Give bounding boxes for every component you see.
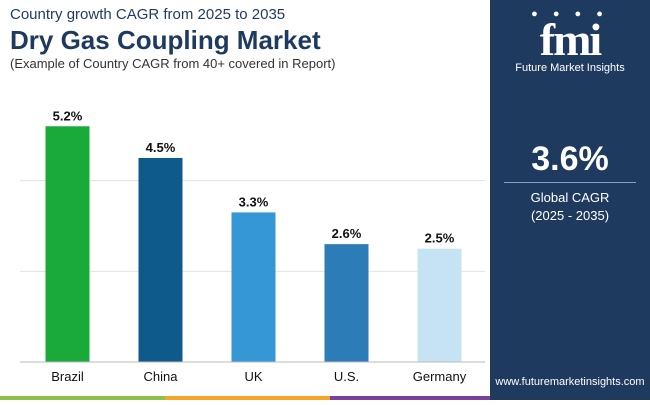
logo-text: fmi: [539, 14, 602, 65]
data-label: 4.5%: [146, 140, 176, 155]
data-label: 5.2%: [53, 108, 83, 123]
data-label: 3.3%: [239, 194, 269, 209]
global-cagr-period: (2025 - 2035): [530, 208, 610, 223]
right-panel: ● ● ● ● fmi Future Market Insights 3.6% …: [490, 0, 650, 400]
x-tick-label: U.S.: [334, 369, 359, 384]
footer-bar-purple: [330, 396, 490, 400]
website-link[interactable]: www.futuremarketinsights.com: [495, 376, 645, 388]
footer-bar-orange: [165, 396, 330, 400]
logo-icons: ● ● ● ●: [531, 8, 609, 20]
bar-uk: [231, 212, 276, 362]
global-cagr-label: Global CAGR: [530, 190, 610, 205]
data-label: 2.5%: [425, 231, 455, 246]
global-cagr-value: 3.6%: [531, 140, 609, 178]
bar-germany: [417, 248, 462, 362]
chart-subtitle: Country growth CAGR from 2025 to 2035: [10, 6, 286, 23]
logo-brand-name: Future Market Insights: [515, 62, 625, 74]
bar-us: [324, 244, 369, 362]
bar-china: [138, 158, 183, 362]
chart-svg: 5.2% Brazil 4.5% China 3.3% UK 2.6% U.S. 2.5% Ger…: [20, 108, 485, 384]
bar-brazil: [45, 126, 90, 362]
data-label: 2.6%: [332, 226, 362, 241]
x-tick-label: Brazil: [51, 369, 84, 384]
chart-note: (Example of Country CAGR from 40+ covere…: [10, 56, 336, 71]
footer-bar-green: [0, 396, 165, 400]
fmi-logo: ● ● ● ● fmi Future Market Insights: [490, 8, 650, 78]
x-tick-label: China: [144, 369, 179, 384]
bar-chart: 5.2% Brazil 4.5% China 3.3% UK 2.6% U.S. 2.5% Ger…: [0, 80, 490, 400]
divider: [504, 182, 636, 183]
chart-title: Dry Gas Coupling Market: [10, 25, 321, 55]
x-tick-label: UK: [244, 369, 262, 384]
x-tick-label: Germany: [413, 369, 467, 384]
